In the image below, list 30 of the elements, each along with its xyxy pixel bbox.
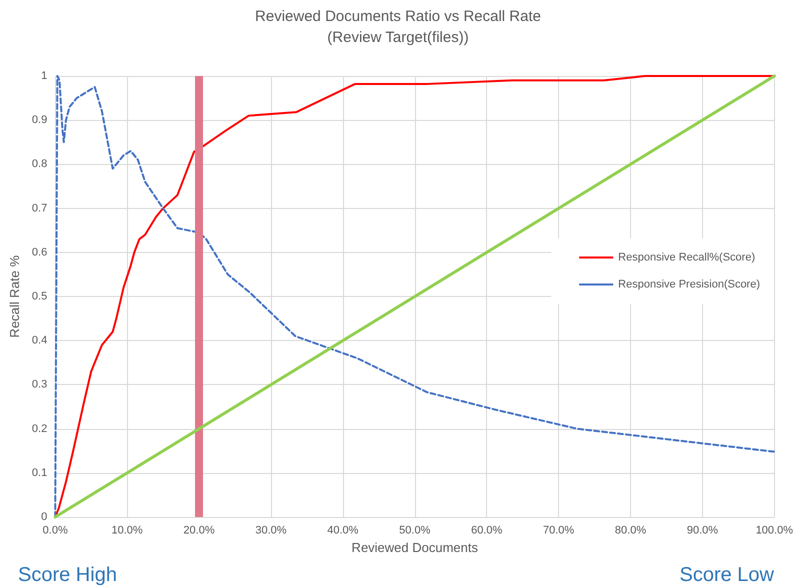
y-tick-label: 0.5	[32, 290, 48, 302]
x-tick-label: 70.0%	[543, 524, 574, 536]
chart-subtitle: (Review Target(files))	[327, 29, 469, 46]
x-tick-label: 30.0%	[255, 524, 287, 536]
y-axis-title: Recall Rate %	[7, 254, 22, 338]
y-tick-label: 0.9	[32, 114, 48, 126]
x-tick-label: 0.0%	[42, 524, 68, 536]
legend-label: Responsive Recall%(Score)	[618, 252, 756, 264]
x-tick-label: 40.0%	[327, 524, 359, 536]
legend-label: Responsive Presision(Score)	[618, 278, 760, 290]
x-tick-label: 20.0%	[183, 524, 215, 536]
x-axis-title: Reviewed Documents	[352, 540, 478, 555]
y-tick-label: 0.7	[32, 202, 48, 214]
y-tick-label: 0	[41, 511, 48, 523]
x-tick-label: 90.0%	[686, 524, 718, 536]
y-tick-label: 0.2	[32, 422, 48, 435]
y-tick-label: 0.4	[32, 334, 48, 347]
x-tick-label: 50.0%	[399, 524, 431, 536]
x-tick-label: 80.0%	[614, 524, 646, 536]
text: Score High	[18, 564, 117, 586]
text: Score Low	[680, 564, 775, 586]
y-tick-label: 0.3	[32, 378, 48, 391]
y-tick-label: 0.8	[32, 158, 48, 170]
x-tick-label: 10.0%	[112, 524, 143, 536]
x-tick-label: 60.0%	[471, 524, 502, 536]
y-tick-label: 1	[41, 70, 48, 82]
y-tick-label: 0.1	[32, 466, 48, 479]
chart-title: Reviewed Documents Ratio vs Recall Rate	[255, 8, 541, 25]
y-tick-label: 0.6	[32, 246, 48, 258]
x-tick-label: 100.0%	[756, 524, 794, 536]
